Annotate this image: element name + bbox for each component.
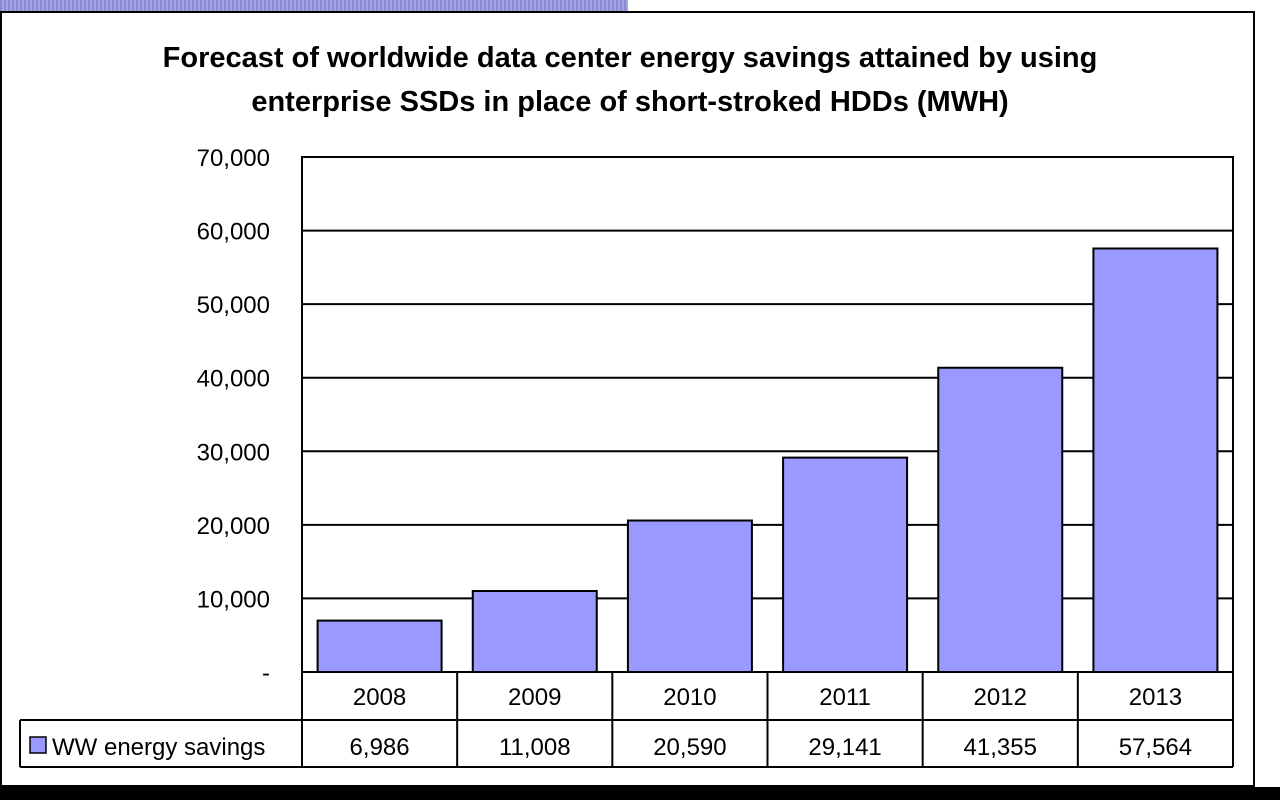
data-label: 57,564: [1119, 734, 1192, 761]
bar: [1092, 247, 1219, 673]
data-label: 41,355: [964, 734, 1037, 761]
y-tick-label: 50,000: [197, 292, 270, 319]
x-tick-label: 2011: [819, 684, 871, 711]
legend-swatch: [29, 736, 47, 754]
x-tick-label: 2013: [1129, 684, 1182, 711]
y-tick-label: 10,000: [197, 586, 270, 613]
bar: [316, 619, 443, 674]
chart-title: Forecast of worldwide data center energy…: [162, 42, 1098, 118]
bar: [626, 519, 753, 673]
bar: [782, 456, 909, 673]
y-tick-label: 40,000: [197, 366, 270, 393]
x-tick-label: 2008: [353, 684, 406, 711]
bottom-decorative-strip: [0, 787, 1280, 800]
bar: [471, 590, 598, 673]
plot-area: [302, 157, 1233, 672]
bar: [937, 366, 1064, 673]
top-decorative-strip: [0, 0, 628, 12]
x-tick-label: 2009: [508, 684, 561, 711]
legend-label: WW energy savings: [52, 734, 265, 761]
data-label: 29,141: [808, 734, 881, 761]
x-tick-label: 2012: [974, 684, 1027, 711]
y-tick-label: 30,000: [197, 439, 270, 466]
data-label: 20,590: [653, 734, 726, 761]
y-tick-label: 20,000: [197, 513, 270, 540]
data-label: 6,986: [350, 734, 410, 761]
data-label: 11,008: [499, 734, 571, 761]
y-tick-label: 70,000: [197, 145, 270, 172]
x-tick-label: 2010: [663, 684, 716, 711]
y-tick-label: -: [262, 660, 270, 687]
y-tick-label: 60,000: [197, 219, 270, 246]
